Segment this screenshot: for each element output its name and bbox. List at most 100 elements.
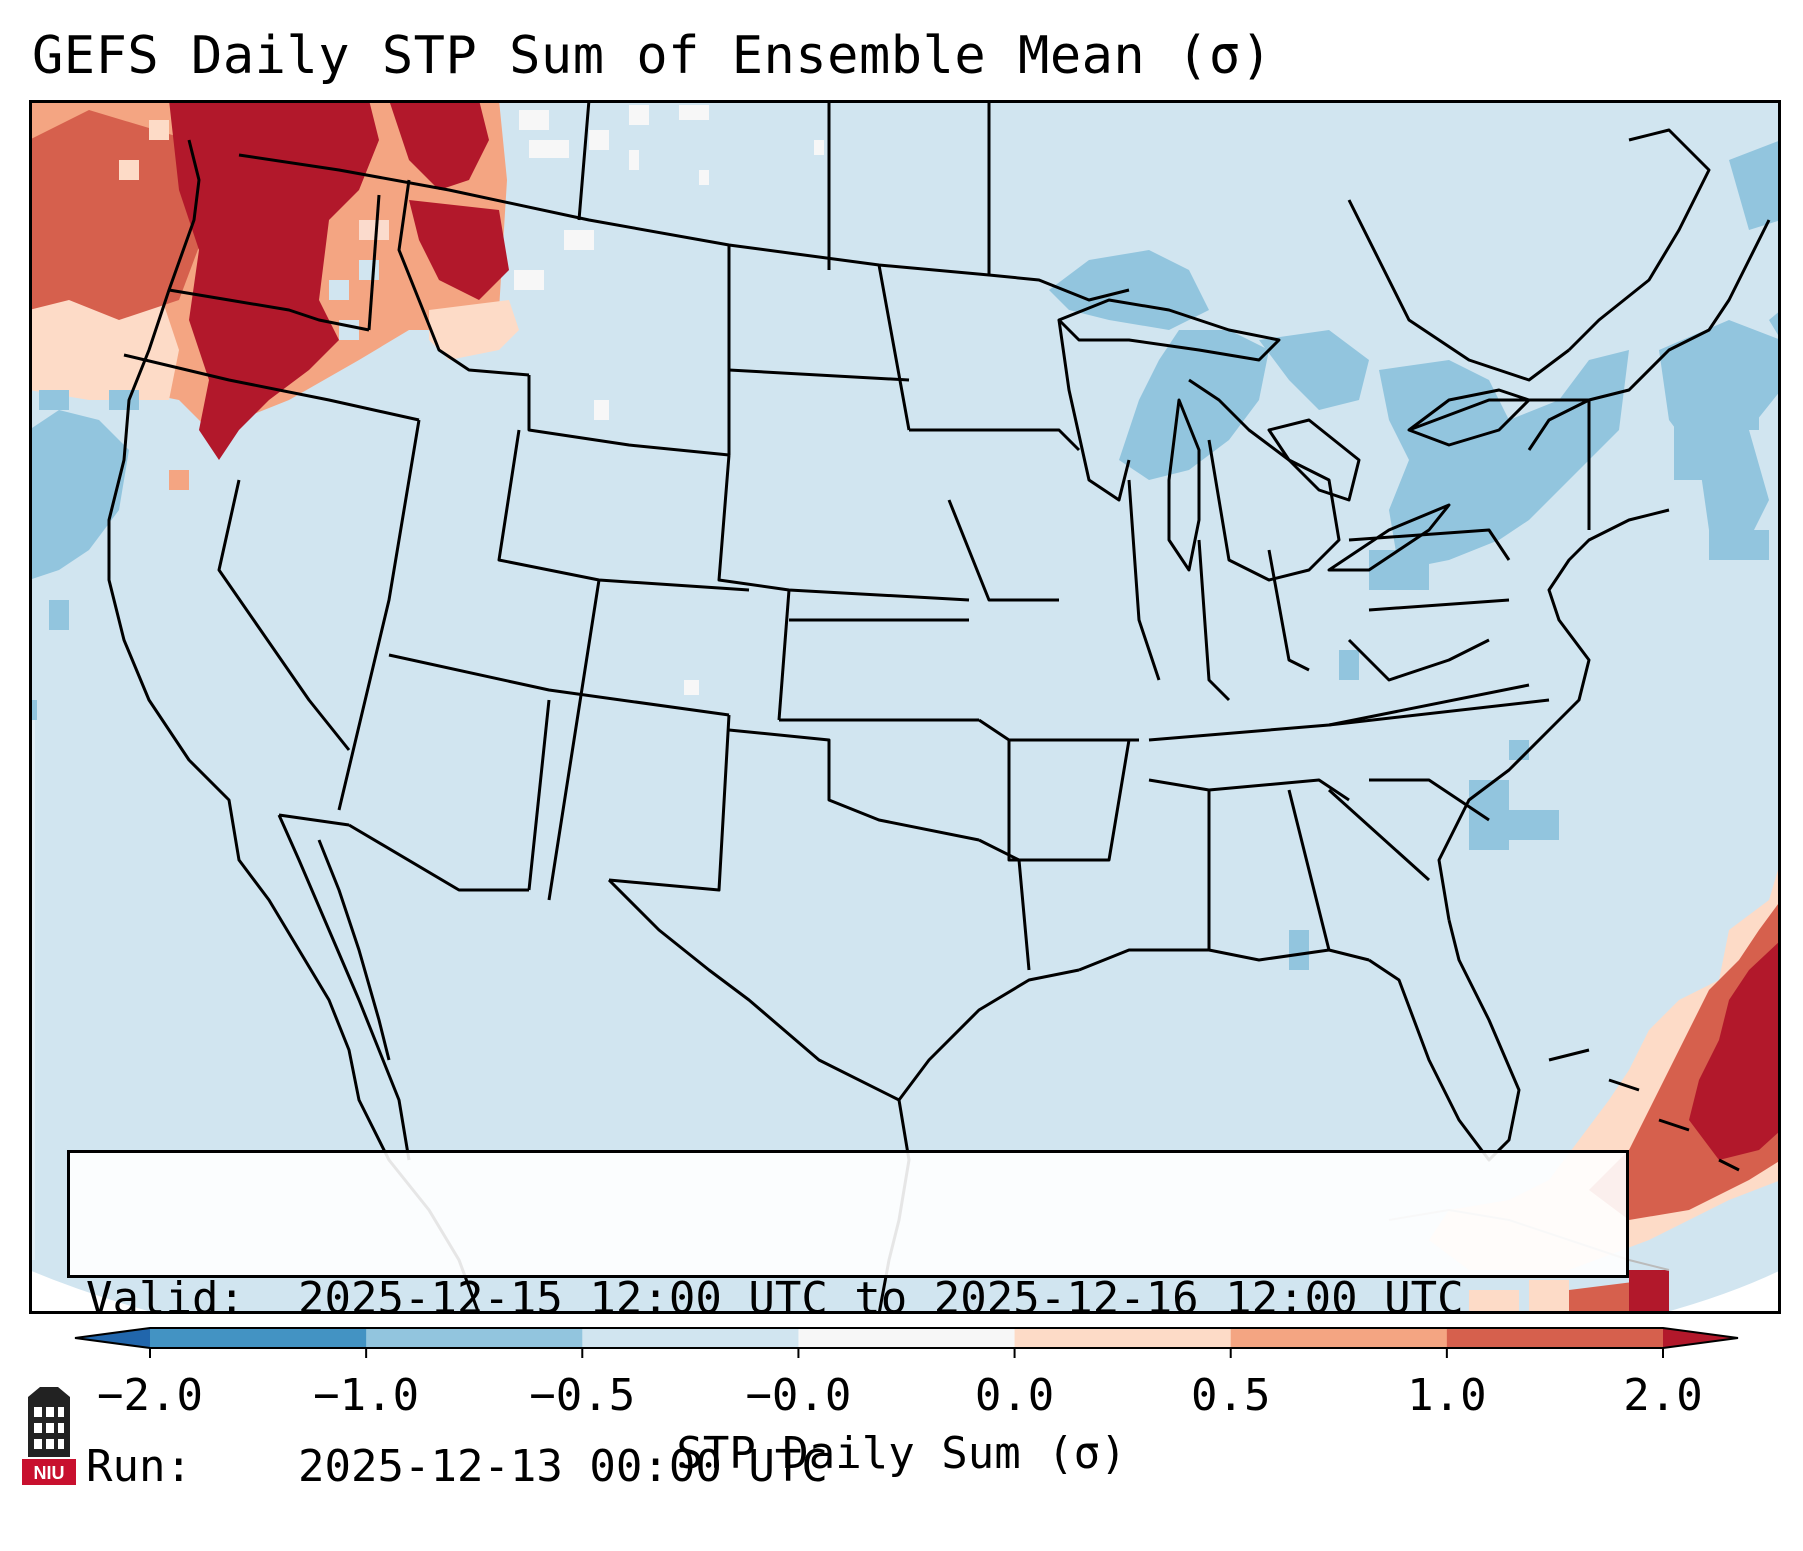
pnw-cell [329, 280, 349, 300]
map-panel [29, 100, 1781, 1314]
pnw-cell [119, 160, 139, 180]
ca-nv-border [217, 479, 351, 751]
colorbar: −2.0 −1.0 −0.5 −0.0 0.0 0.5 1.0 2.0 [74, 1327, 1739, 1421]
us-canada-border [238, 153, 1130, 302]
colorbar-tick-label: −1.0 [313, 1370, 419, 1421]
gulf-coast [1078, 948, 1370, 972]
tx-ok-border [728, 728, 980, 842]
ut-wy-co-border [497, 429, 750, 592]
colorbar-tick-label: 0.5 [1191, 1370, 1270, 1421]
ut-az-border [388, 653, 730, 717]
colorbar-ticks: −2.0 −1.0 −0.5 −0.0 0.0 0.5 1.0 2.0 [97, 1348, 1703, 1421]
nd-mn-border [877, 264, 911, 431]
colorbar-bin [1230, 1328, 1448, 1348]
new-england [1527, 219, 1771, 451]
oh-pa-border [1267, 549, 1310, 672]
texas-coast [607, 878, 1080, 1102]
pnw-cell [339, 320, 359, 340]
tn-al-ms-border [1148, 778, 1350, 802]
pnw-pale-zone-2 [429, 300, 519, 360]
pnw-cell [359, 260, 379, 280]
valid-value: 2025-12-15 12:00 UTC to 2025-12-16 12:00… [298, 1273, 1464, 1324]
valid-run-box: Valid: 2025-12-15 12:00 UTC to 2025-12-16… [67, 1150, 1629, 1492]
nv-ut-border [337, 419, 421, 811]
az-nm-border [527, 699, 551, 891]
ut-co-border [547, 579, 601, 901]
quebec-coast [1567, 128, 1711, 352]
ga-sc-border [1327, 788, 1431, 882]
wi-border [1057, 319, 1131, 502]
nm-tx-border [608, 714, 731, 892]
map-frame-border [29, 100, 1781, 1314]
lake-superior [1057, 298, 1281, 362]
colorbar-tick-label: −2.0 [97, 1370, 203, 1421]
colorbar-bin [150, 1328, 367, 1348]
il-in-border [1127, 479, 1161, 681]
caribbean-anomaly-cells [1429, 860, 1781, 1314]
wa-or-border [168, 288, 370, 332]
colorbar-tick-label: 2.0 [1623, 1370, 1702, 1421]
id-mt-border [397, 179, 530, 377]
wa-id-border [367, 194, 381, 331]
baja-east [317, 839, 391, 1061]
run-value: 2025-12-13 00:00 UTC [298, 1441, 828, 1492]
near-zero-cells [514, 105, 824, 695]
pnw-mid-zone [29, 110, 209, 320]
colorbar-tick-label: 1.0 [1407, 1370, 1486, 1421]
or-ca-nv-border [123, 353, 420, 422]
az-mx-border [348, 823, 529, 892]
wy-sd-ne-border [717, 454, 970, 602]
ar-la-ms-border [1007, 739, 1131, 862]
valid-label: Valid: [86, 1273, 245, 1324]
bahamas [1548, 1048, 1740, 1172]
lake-huron [1267, 418, 1361, 502]
colorbar-bin [582, 1328, 799, 1348]
mt-wy-border [527, 375, 730, 457]
ia-mo-border [947, 499, 1059, 602]
run-line: Run: 2025-12-13 00:00 UTC [86, 1439, 1610, 1495]
colorbar-tick-label: −0.5 [529, 1370, 635, 1421]
al-ga-border [1287, 789, 1331, 951]
lake-michigan [1167, 398, 1201, 572]
ca-az-border [278, 813, 350, 827]
colorbar-label: STP Daily Sum (σ) [676, 1428, 1127, 1479]
niu-logo-bar [22, 1459, 76, 1485]
pnw-cell [169, 470, 189, 490]
map-boundaries [107, 100, 1771, 1314]
colorbar-bin [366, 1328, 583, 1348]
hudson-shore [1347, 199, 1570, 382]
nd-sd-border [728, 368, 910, 382]
page-title: GEFS Daily STP Sum of Ensemble Mean (σ) [32, 26, 1273, 86]
wv-va-border [1347, 638, 1490, 682]
pa-ny-border [1348, 528, 1511, 561]
pacific-negative-cells [29, 390, 139, 720]
stp-map [29, 100, 1781, 1314]
colorbar-bins [74, 1327, 1739, 1349]
lake-erie [1327, 503, 1451, 572]
lake-ontario [1407, 388, 1531, 447]
colorbar-tick-label: −0.0 [745, 1370, 851, 1421]
in-oh-border [1197, 539, 1231, 702]
pa-md-border [1368, 598, 1510, 612]
east-coast [1437, 508, 1670, 921]
mn-ia-border [909, 428, 1081, 452]
canada-province-3 [577, 100, 591, 221]
pnw-core-zone-3 [409, 200, 509, 300]
colorbar-under-arrow [75, 1328, 150, 1348]
colorbar-bin [798, 1328, 1016, 1348]
colorbar-bin [1014, 1328, 1232, 1348]
run-label: Run: [86, 1441, 192, 1492]
outside-domain-lower-left [29, 1270, 159, 1314]
co-ks-border [777, 589, 791, 721]
pnw-core-zone [169, 100, 379, 460]
pnw-cell [359, 220, 389, 240]
michigan [1188, 378, 1341, 582]
colorbar-bin [1446, 1328, 1664, 1348]
pnw-cell [149, 120, 169, 140]
west-coast [107, 139, 481, 1314]
valid-line: Valid: 2025-12-15 12:00 UTC to 2025-12-16… [86, 1271, 1610, 1327]
nc-sc-border [1369, 778, 1490, 822]
outside-domain-lower-right [1659, 1270, 1781, 1314]
colorbar-tick-label: 0.0 [975, 1370, 1054, 1421]
ny-border [1408, 398, 1591, 530]
